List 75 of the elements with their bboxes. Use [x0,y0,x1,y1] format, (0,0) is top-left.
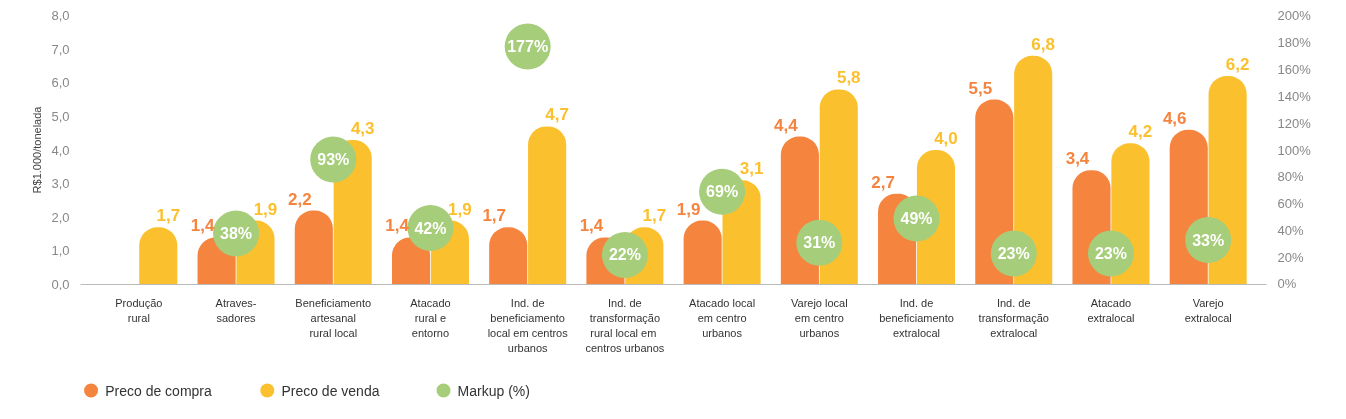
y2-tick-label: 100% [1277,142,1312,158]
data-label: 1,7 [642,206,667,226]
y-tick-label: 1,0 [51,243,70,259]
data-label: 6,8 [1031,34,1056,54]
data-label: 1,4 [190,216,215,236]
legend-label: Preco de venda [281,382,380,399]
x-tick-label: Varejo extralocal [1184,296,1232,324]
y2-tick-label: 40% [1277,223,1304,239]
data-label: 4,6 [1162,108,1187,128]
data-label: 4,2 [1128,122,1153,142]
bar [489,227,528,285]
data-label: 1,7 [482,206,507,226]
data-label: 1,7 [156,206,181,226]
y2-tick-label: 120% [1277,115,1312,131]
y-tick-label: 8,0 [51,8,70,23]
bar [528,126,567,285]
data-label: 3,1 [739,159,764,179]
legend-label: Markup (%) [457,382,530,399]
y2-tick-label: 60% [1277,196,1304,212]
y-tick-label: 4,0 [51,142,70,158]
y-tick-label: 0,0 [51,277,70,292]
data-label: 3,4 [1065,149,1090,169]
data-label: 49% [900,210,933,228]
y2-tick-label: 180% [1277,34,1312,50]
x-tick-label: Produção rural [115,296,163,324]
data-label: 1,4 [579,216,604,236]
data-label: 2,7 [871,172,895,192]
data-label: 4,4 [774,115,799,135]
x-tick-label: Atacado rural e entorno [410,296,451,339]
x-tick-label: Atraves- sadores [215,296,257,324]
bar [139,227,178,285]
y2-tick-label: 140% [1277,88,1312,104]
y-tick-label: 7,0 [51,41,70,57]
data-label: 69% [706,183,739,201]
legend-label: Preco de compra [105,382,212,399]
data-label: 4,0 [934,129,958,148]
x-tick-label: Atacado local em centro urbanos [689,296,756,339]
y-tick-label: 6,0 [51,75,70,91]
x-tick-label: Ind. de beneficiamento local em centros urbanos [487,296,569,354]
y-tick-label: 3,0 [51,176,70,192]
x-tick-label: Ind. de transformação rural local em centros urbanos [585,296,665,354]
x-tick-label: Atacado extralocal [1087,296,1135,324]
data-label: 1,9 [448,199,472,219]
y-tick-label: 5,0 [51,108,70,124]
data-label: 23% [997,245,1030,263]
data-label: 23% [1094,245,1127,263]
data-label: 93% [317,150,350,168]
bar [294,210,333,285]
y-tick-label: 2,0 [51,209,70,225]
y-axis-title: R$1.000/tonelada [31,105,44,194]
data-label: 177% [507,37,549,55]
x-tick-label: Varejo local em centro urbanos [790,296,848,339]
data-label: 2,2 [288,189,312,209]
data-label: 38% [220,224,253,242]
y2-tick-label: 0% [1277,275,1297,291]
y2-tick-label: 20% [1277,250,1304,266]
data-label: 31% [803,234,836,252]
data-label: 1,4 [385,216,410,236]
data-label: 1,9 [253,199,278,219]
data-label: 42% [414,219,447,237]
bar [683,220,722,285]
data-label: 6,2 [1225,55,1250,75]
x-tick-label: Ind. de transformação extralocal [978,296,1049,339]
data-label: 33% [1192,231,1225,249]
data-label: 22% [608,246,641,264]
x-tick-label: Ind. de beneficiamento extralocal [879,296,954,339]
y2-tick-label: 200% [1277,8,1312,23]
data-label: 5,8 [836,68,861,88]
x-tick-label: Beneficiamento artesanal rural local [295,296,372,339]
data-label: 1,9 [676,199,701,219]
y2-tick-label: 160% [1277,61,1312,77]
data-label: 5,5 [968,78,993,98]
data-label: 4,7 [545,105,569,125]
y2-tick-label: 80% [1277,169,1304,185]
data-label: 4,3 [350,118,375,138]
